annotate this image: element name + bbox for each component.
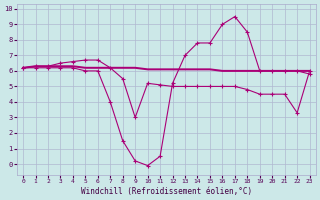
X-axis label: Windchill (Refroidissement éolien,°C): Windchill (Refroidissement éolien,°C)	[81, 187, 252, 196]
